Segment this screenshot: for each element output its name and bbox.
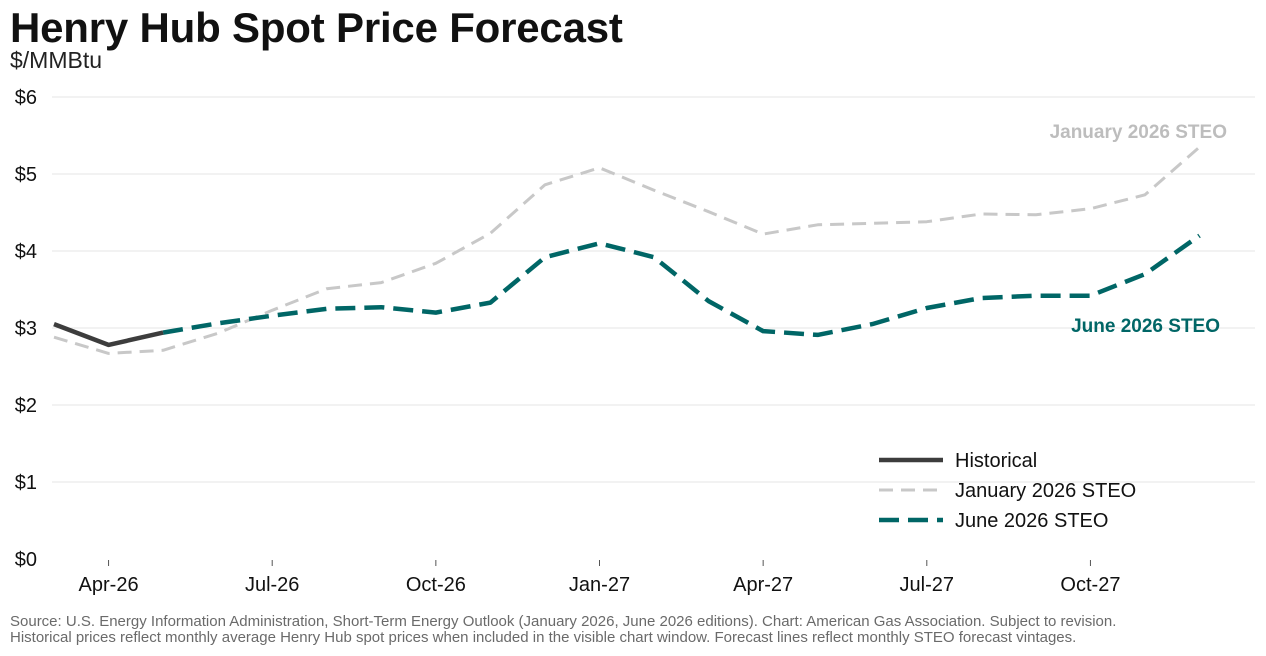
y-tick-label: $3 [15,318,37,340]
legend-label-january-steo: January 2026 STEO [955,480,1136,502]
x-tick-label: Apr-27 [733,574,793,596]
legend-item-january-steo: January 2026 STEO [879,480,1136,502]
legend-label-historical: Historical [955,450,1037,472]
annotation-layer: January 2026 STEO June 2026 STEO [1050,122,1227,337]
y-tick-label: $0 [15,549,37,571]
annotation-january-steo: January 2026 STEO [1050,122,1227,143]
legend-item-june-steo: June 2026 STEO [879,510,1108,532]
source-line-1: Source: U.S. Energy Information Administ… [10,613,1117,630]
y-tick-label: $2 [15,395,37,417]
y-tick-label: $4 [15,241,37,263]
x-tick-label: Oct-26 [406,574,466,596]
y-tick-label: $6 [15,87,37,109]
annotation-june-steo: June 2026 STEO [1071,316,1220,337]
source-line-2: Historical prices reflect monthly averag… [10,629,1077,646]
x-axis: Apr-26 Jul-26 Oct-26 Jan-27 Apr-27 Jul-27 Oct-… [79,560,1120,596]
x-tick-label: Apr-26 [79,574,139,596]
y-axis-labels: $0 $1 $2 $3 $4 $5 $6 [15,87,37,571]
legend-item-historical: Historical [879,450,1037,472]
series-layer [53,145,1201,355]
chart-subtitle: $/MMBtu [10,47,103,73]
chart-title: Henry Hub Spot Price Forecast [10,4,623,51]
y-tick-label: $5 [15,164,37,186]
x-tick-label: Jan-27 [569,574,630,596]
series-line-june [162,233,1201,338]
series-line-january [53,145,1201,355]
grid-layer [52,96,1255,483]
y-tick-label: $1 [15,472,37,494]
price-chart: $0$1$2$3$4$5$6 Apr-26 Jul-26 Oct-26 Jan-27 A… [15,87,1255,596]
source-note: Source: U.S. Energy Information Administ… [10,614,1250,646]
x-tick-label: Jul-27 [900,574,954,596]
x-tick-label: Jul-26 [245,574,299,596]
legend-label-june-steo: June 2026 STEO [955,510,1108,532]
x-tick-label: Oct-27 [1060,574,1120,596]
series-line-historical [53,321,164,348]
legend: Historical January 2026 STEO June 2026 S… [879,450,1136,532]
